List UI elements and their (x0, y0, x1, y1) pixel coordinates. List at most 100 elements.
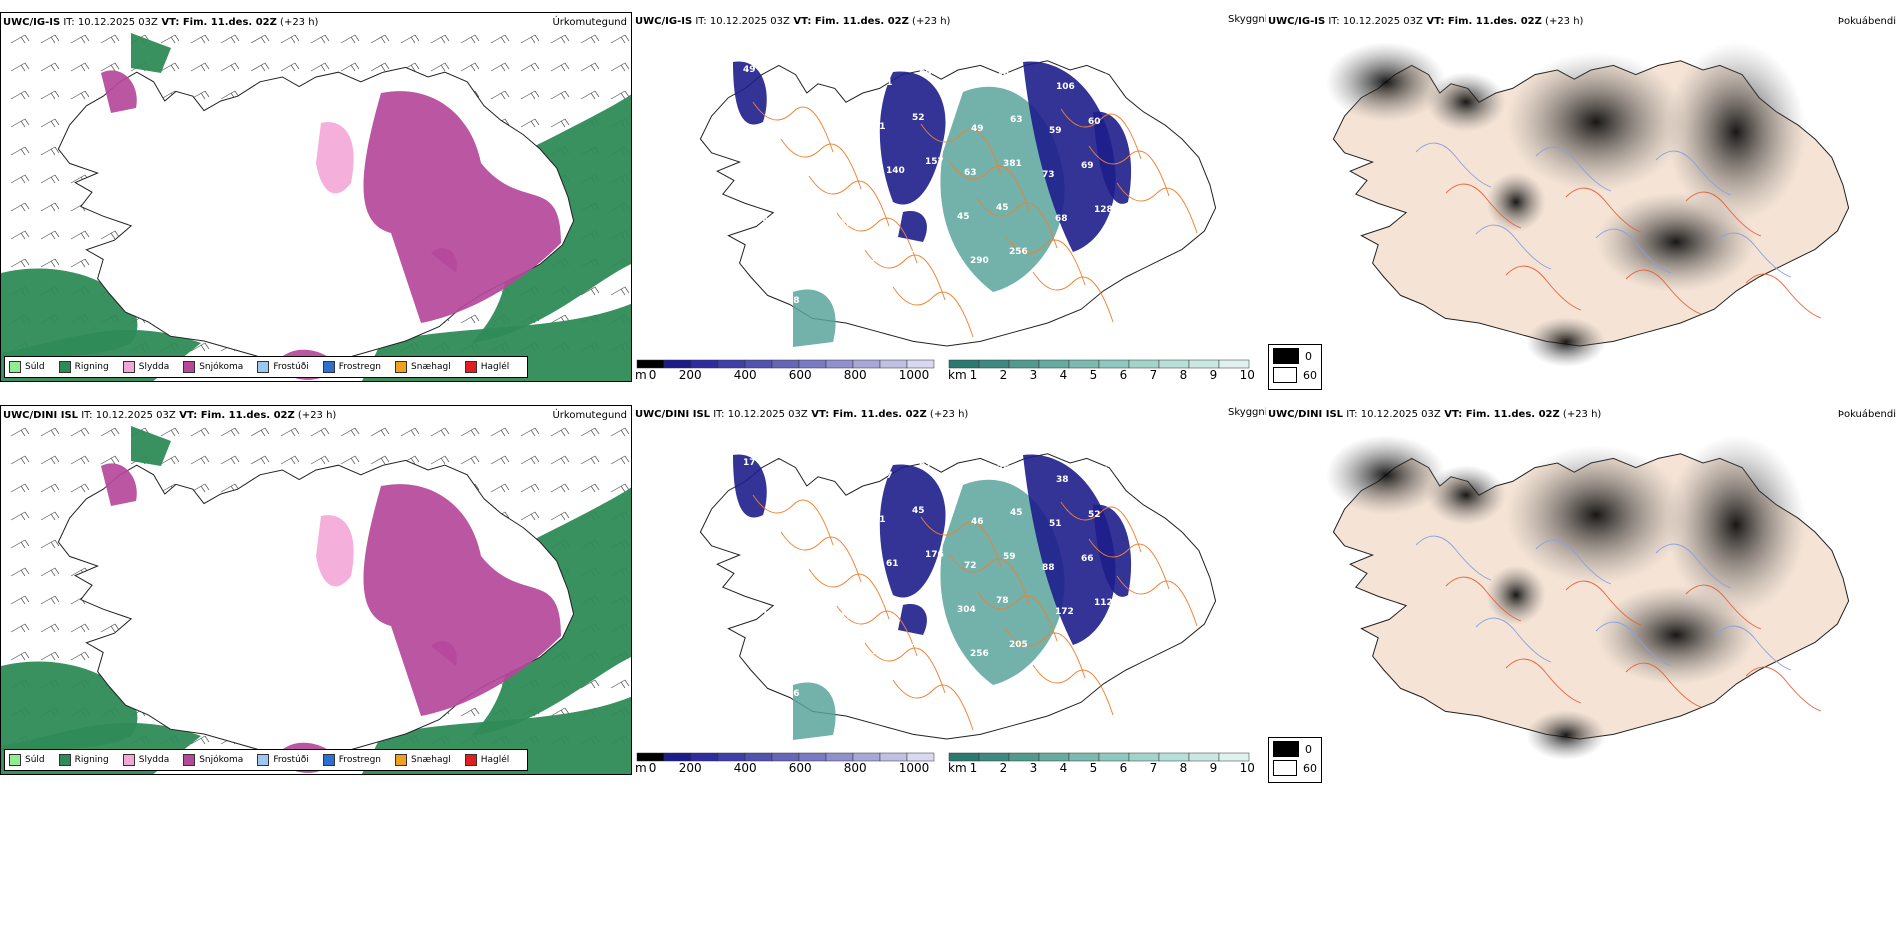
visibility-bar-cell (1068, 752, 1100, 762)
wind-barb (580, 62, 600, 72)
vt-label: VT: (789, 16, 815, 27)
wind-barb (340, 34, 360, 44)
cloud-base-label: 88 (833, 263, 846, 273)
cloud-base-label: 105 (794, 252, 813, 262)
cloud-base-label: 46 (971, 517, 984, 527)
cloud-visibility-panel: UWC/DINI ISL IT: 10.12.2025 03Z VT: Fim.… (633, 405, 1265, 775)
visibility-bar-cell (948, 359, 980, 369)
wind-barb (70, 62, 90, 72)
legend-item: Súld (9, 754, 45, 766)
cloud-base-label: 56 (762, 217, 775, 227)
visibility-bar-cell (1158, 752, 1190, 762)
visibility-tick: 1 (969, 761, 978, 775)
wind-barb (40, 651, 60, 661)
wind-barb (580, 286, 600, 296)
cloud-base-label: 60 (1088, 117, 1101, 127)
wind-barb (430, 455, 450, 465)
visibility-tick: 4 (1059, 761, 1068, 775)
vt-label: VT: (1422, 16, 1448, 27)
visibility-bar-ticks: km 1 2 3 4 5 6 7 8 9 10 (948, 368, 1265, 382)
cloud-base-label: 79 (918, 594, 931, 604)
fog-swatch (1273, 348, 1299, 364)
height-bar-cell (879, 359, 908, 369)
legend-item: Snjókoma (183, 754, 243, 766)
wind-barb (40, 455, 60, 465)
height-bar-cell (798, 752, 827, 762)
rain-area (131, 426, 171, 466)
cloud-base-label: 88 (1042, 563, 1055, 573)
wind-barb (520, 34, 540, 44)
snow-area (101, 463, 137, 506)
cloud-base-label: 52 (1088, 510, 1101, 520)
road (1625, 662, 1702, 708)
height-bar-ticks: m 0 200 400 600 800 1000 (635, 368, 954, 382)
cloud-base-label: 176 (925, 550, 944, 560)
cloud-base-label: 44 (748, 305, 761, 315)
wind-barb (100, 623, 120, 633)
wind-barb (220, 455, 240, 465)
cloud-base-label: 59 (841, 460, 854, 470)
lead-time: (+23 h) (294, 410, 337, 421)
cloud-base-label: 160 (840, 612, 859, 622)
wind-barb (610, 286, 630, 296)
wind-barb (460, 455, 480, 465)
wind-barb (520, 455, 540, 465)
legend-swatch (322, 361, 335, 373)
legend-item: Slydda (122, 754, 169, 766)
wind-barb (520, 90, 540, 100)
cloud-base-label: 66 (1081, 554, 1094, 564)
legend-label: Haglél (480, 755, 510, 765)
river (1535, 539, 1612, 585)
wind-barb (10, 511, 30, 521)
legend-swatch (58, 754, 71, 766)
wind-barb (190, 735, 210, 745)
cloud-base-label: 61 (802, 76, 815, 86)
visibility-tick: 5 (1089, 368, 1098, 382)
wind-barb (10, 90, 30, 100)
wind-barb (250, 62, 270, 72)
cloud-base-label: 106 (1056, 82, 1075, 92)
cloud-base-label: 64 (834, 111, 847, 121)
legend-item: Frostregn (322, 754, 381, 766)
road (780, 531, 862, 583)
visibility-title: Skyggni (1228, 407, 1268, 418)
height-bar-cell (825, 359, 854, 369)
rain-area (131, 33, 171, 73)
wind-barb (550, 483, 570, 493)
cloud-base-label: 72 (964, 561, 977, 571)
snow-area (431, 641, 457, 666)
wind-barb (310, 427, 330, 437)
init-time: 10.12.2025 03Z (727, 409, 808, 420)
wind-barb (520, 483, 540, 493)
precip-panel-title: UWC/IG-IS IT: 10.12.2025 03Z VT: Fim. 11… (3, 17, 318, 28)
precip-title: Úrkomutegund (552, 410, 627, 421)
wind-barb (250, 455, 270, 465)
cloud-base-label: 51 (873, 122, 886, 132)
cloud-base-label: 106 (911, 638, 930, 648)
precip-type-panel: UWC/IG-IS IT: 10.12.2025 03Z VT: Fim. 11… (0, 12, 632, 382)
wind-barb (580, 679, 600, 689)
wind-barb (220, 427, 240, 437)
legend-item: Súld (9, 361, 45, 373)
visibility-tick: 6 (1119, 368, 1128, 382)
cloud-base-label: 116 (879, 210, 898, 220)
lead-time: (+23 h) (276, 17, 319, 28)
legend-label: Snjókoma (199, 362, 244, 372)
wind-barb (40, 202, 60, 212)
cloud-base-label: 49 (743, 65, 756, 75)
cloud-base-label: 90 (827, 155, 840, 165)
cloud-base-label: 59 (1003, 552, 1016, 562)
height-bar-cell (825, 752, 854, 762)
fog-area (1596, 585, 1756, 685)
wind-barb (610, 427, 630, 437)
visibility-bar-ticks: km 1 2 3 4 5 6 7 8 9 10 (948, 761, 1265, 775)
wind-barb (550, 90, 570, 100)
wind-barb (70, 651, 90, 661)
road (864, 642, 946, 694)
fog-area (1666, 435, 1806, 615)
legend-item: Haglél (464, 361, 509, 373)
vt-label: VT: (157, 17, 183, 28)
fog-panel-title: UWC/IG-IS IT: 10.12.2025 03Z VT: Fim. 11… (1268, 16, 1583, 27)
visibility-title: Skyggni (1228, 14, 1268, 25)
cloud-base-label: 51 (1049, 519, 1062, 529)
